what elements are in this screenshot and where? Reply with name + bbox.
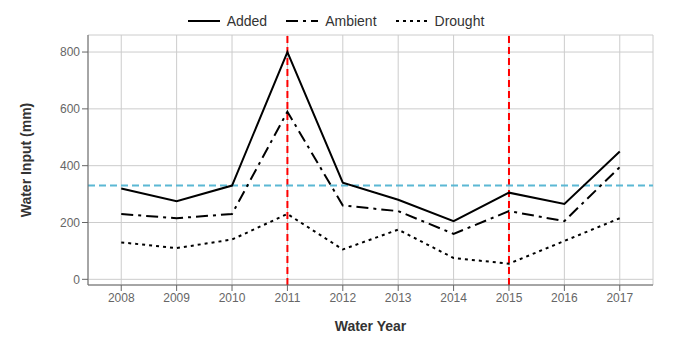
svg-text:2016: 2016 [551,291,578,305]
svg-text:600: 600 [60,102,80,116]
svg-text:2011: 2011 [275,291,301,305]
svg-text:2009: 2009 [163,291,190,305]
svg-text:2010: 2010 [219,291,246,305]
svg-text:Water Input (mm): Water Input (mm) [18,103,34,218]
svg-text:2013: 2013 [385,291,412,305]
svg-text:800: 800 [60,45,80,59]
svg-text:2014: 2014 [440,291,467,305]
svg-text:400: 400 [60,159,80,173]
html-text:Ambient: Ambient [325,13,377,29]
svg-text:Water Year: Water Year [335,318,407,334]
html-text:Added: Added [226,13,268,29]
svg-text:200: 200 [60,216,80,230]
html-text:Drought: Drought [434,13,485,29]
svg-text:2017: 2017 [606,291,633,305]
svg-text:2008: 2008 [108,291,135,305]
svg-text:2012: 2012 [329,291,356,305]
svg-text:2015: 2015 [496,291,523,305]
svg-text:0: 0 [73,273,80,287]
